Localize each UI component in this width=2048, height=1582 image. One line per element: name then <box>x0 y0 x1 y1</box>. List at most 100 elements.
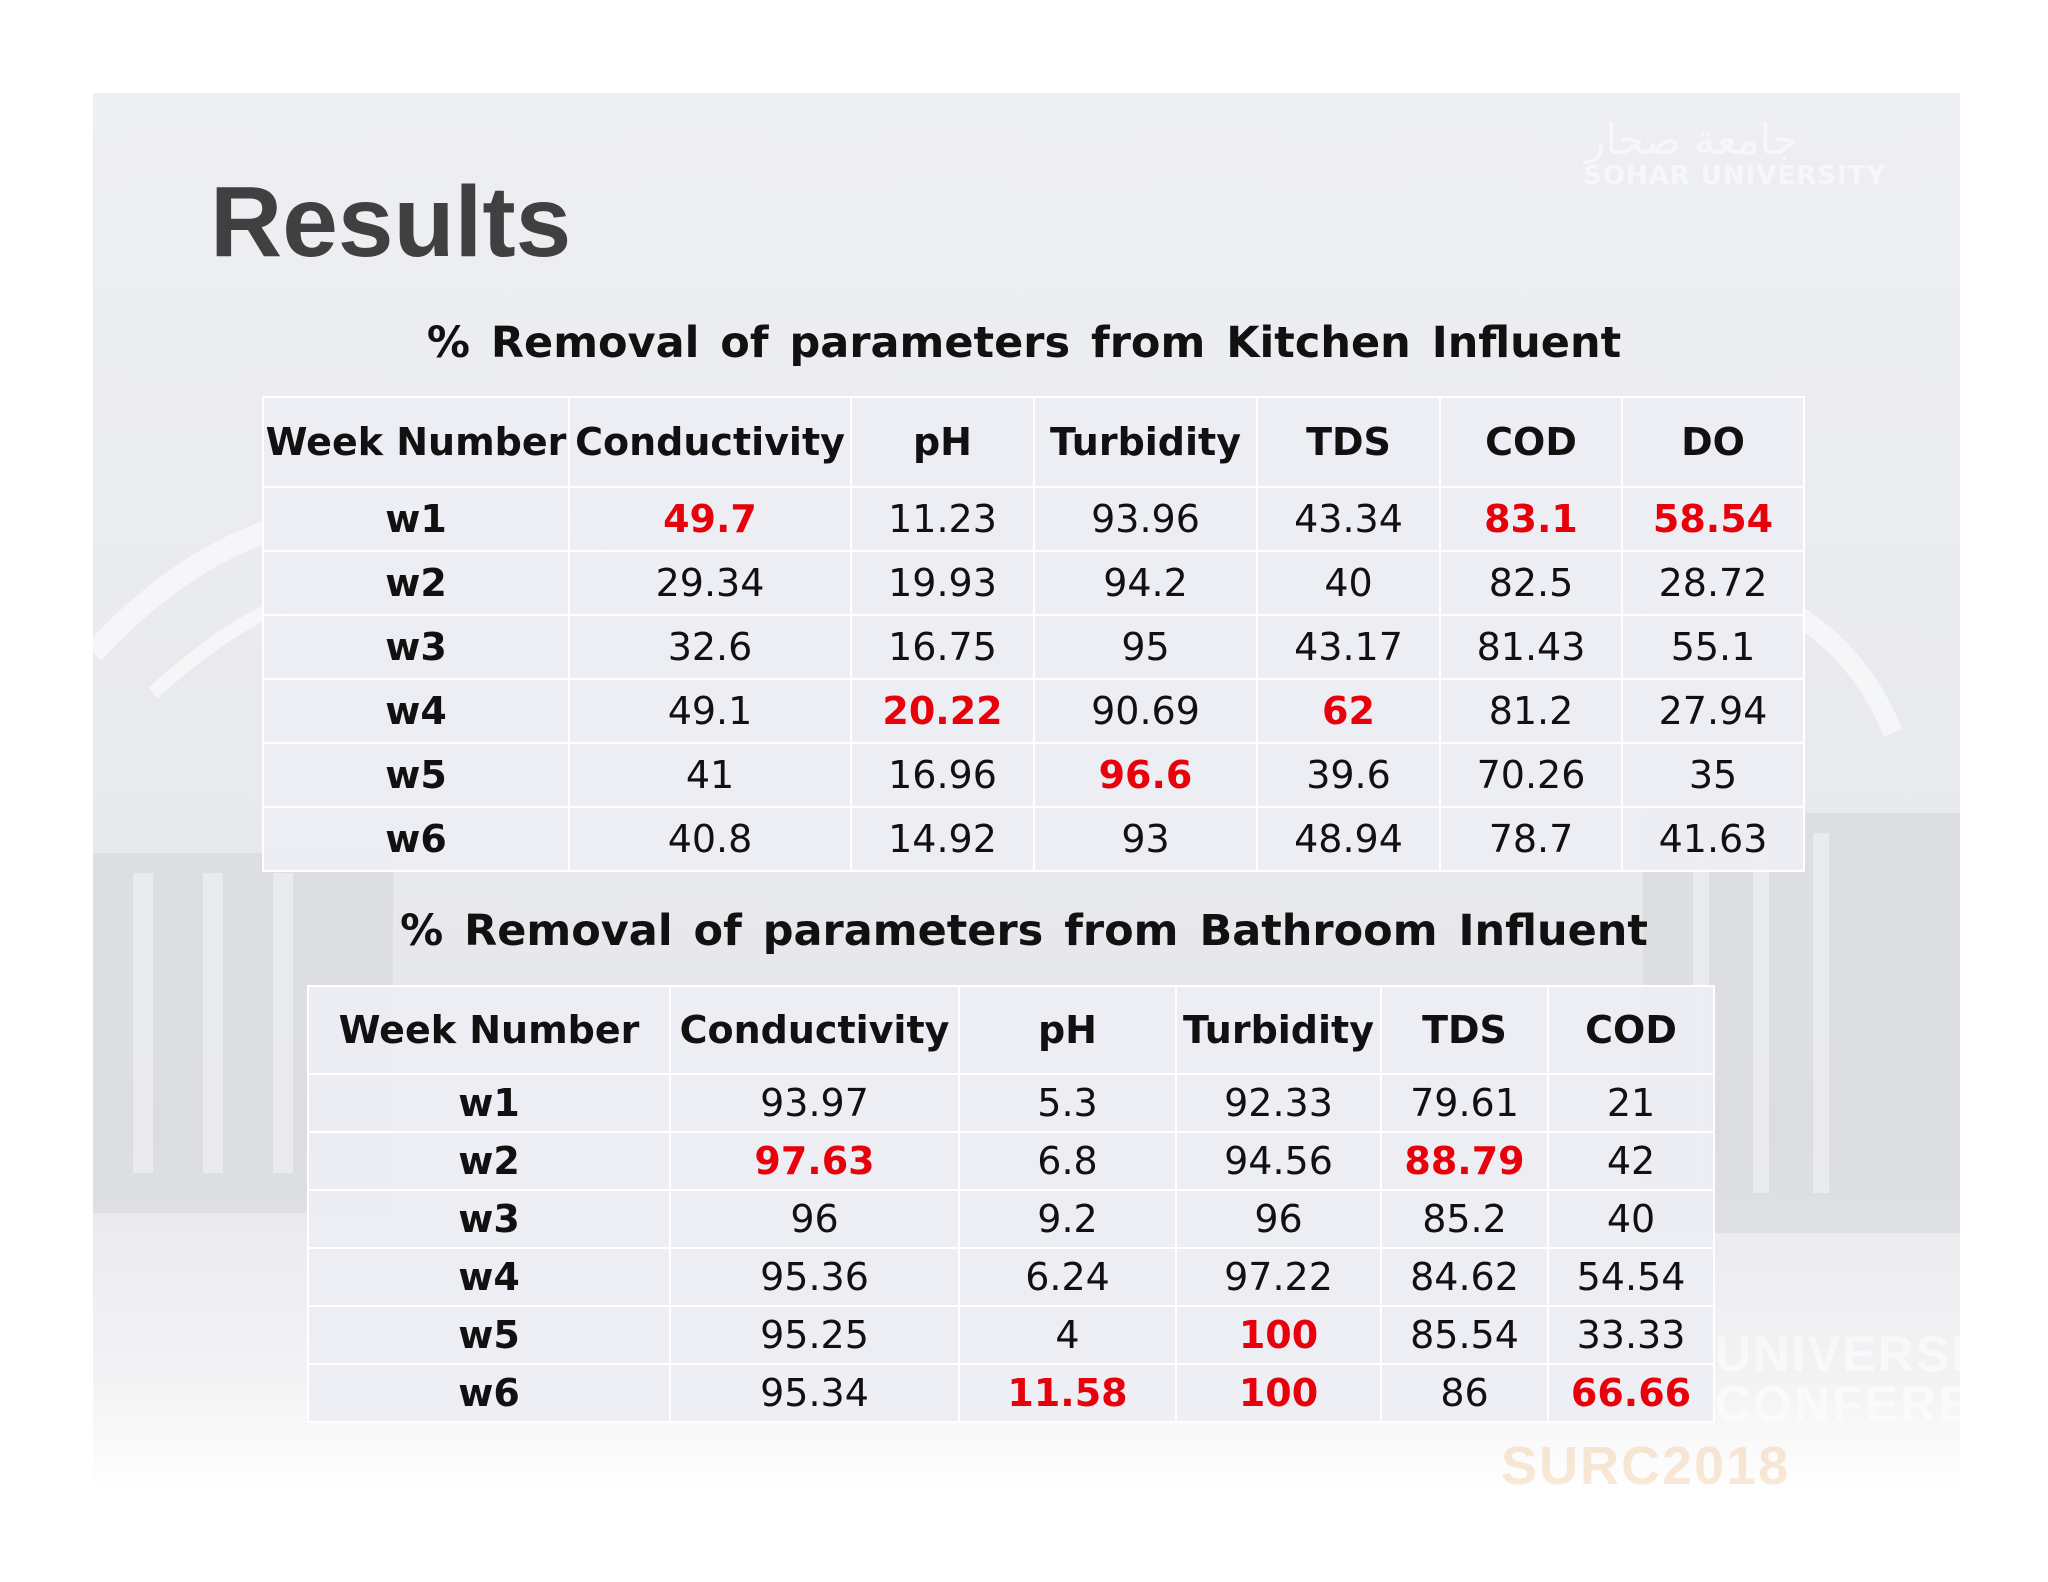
value-cell: 5.3 <box>958 1073 1177 1133</box>
value-cell: 97.63 <box>669 1131 960 1191</box>
week-label-cell: w3 <box>307 1189 671 1249</box>
column-header: Turbidity <box>1033 396 1258 488</box>
value-cell: 95.25 <box>669 1305 960 1365</box>
table-row: w6 40.8 14.92 93 48.94 78.7 41.63 <box>262 806 1805 872</box>
table-row: w2 29.34 19.93 94.2 40 82.5 28.72 <box>262 550 1805 616</box>
week-label-cell: w6 <box>307 1363 671 1423</box>
week-label-cell: w6 <box>262 806 570 872</box>
value-cell: 11.58 <box>958 1363 1177 1423</box>
watermark-conference: CONFERENCE <box>1715 1376 1960 1432</box>
value-cell: 92.33 <box>1175 1073 1382 1133</box>
value-cell: 100 <box>1175 1305 1382 1365</box>
value-cell: 95.36 <box>669 1247 960 1307</box>
value-cell: 78.7 <box>1439 806 1623 872</box>
value-cell: 97.22 <box>1175 1247 1382 1307</box>
value-cell: 49.7 <box>568 486 852 552</box>
column-header: Turbidity <box>1175 985 1382 1075</box>
university-logo-arabic: جامعة صحار <box>1585 115 1799 164</box>
table-row: w1 49.7 11.23 93.96 43.34 83.1 58.54 <box>262 486 1805 552</box>
table-header-row: Week Number Conductivity pH Turbidity TDS COD <box>307 985 1715 1075</box>
value-cell: 100 <box>1175 1363 1382 1423</box>
kitchen-removal-table: Week Number Conductivity pH Turbidity TDS COD… <box>262 396 1805 872</box>
value-cell: 16.75 <box>850 614 1035 680</box>
value-cell: 41 <box>568 742 852 808</box>
value-cell: 49.1 <box>568 678 852 744</box>
value-cell: 93 <box>1033 806 1258 872</box>
column-header: TDS <box>1380 985 1549 1075</box>
table-row: w6 95.34 11.58 100 86 66.66 <box>307 1363 1715 1423</box>
page-title: Results <box>210 166 572 278</box>
value-cell: 88.79 <box>1380 1131 1549 1191</box>
value-cell: 54.54 <box>1547 1247 1715 1307</box>
bathroom-table-caption: % Removal of parameters from Bathroom In… <box>400 906 1648 956</box>
column-header: COD <box>1439 396 1623 488</box>
value-cell: 81.43 <box>1439 614 1623 680</box>
week-label-cell: w2 <box>307 1131 671 1191</box>
week-label-cell: w3 <box>262 614 570 680</box>
value-cell: 40 <box>1256 550 1441 616</box>
table-header-row: Week Number Conductivity pH Turbidity TDS COD… <box>262 396 1805 488</box>
value-cell: 42 <box>1547 1131 1715 1191</box>
value-cell: 28.72 <box>1621 550 1805 616</box>
week-label-cell: w5 <box>307 1305 671 1365</box>
watermark-university: UNIVERSITY <box>1715 1326 1960 1382</box>
value-cell: 93.97 <box>669 1073 960 1133</box>
week-label-cell: w4 <box>307 1247 671 1307</box>
value-cell: 83.1 <box>1439 486 1623 552</box>
value-cell: 6.24 <box>958 1247 1177 1307</box>
column-header: TDS <box>1256 396 1441 488</box>
column-header: Week Number <box>262 396 570 488</box>
week-label-cell: w1 <box>307 1073 671 1133</box>
value-cell: 85.54 <box>1380 1305 1549 1365</box>
value-cell: 70.26 <box>1439 742 1623 808</box>
value-cell: 9.2 <box>958 1189 1177 1249</box>
table-row: w3 96 9.2 96 85.2 40 <box>307 1189 1715 1249</box>
university-logo-latin: SOHAR UNIVERSITY <box>1583 161 1887 191</box>
week-label-cell: w5 <box>262 742 570 808</box>
value-cell: 82.5 <box>1439 550 1623 616</box>
value-cell: 43.17 <box>1256 614 1441 680</box>
watermark-event: SURC2018 <box>1501 1436 1791 1494</box>
kitchen-table-caption: % Removal of parameters from Kitchen Inf… <box>426 318 1622 368</box>
value-cell: 29.34 <box>568 550 852 616</box>
value-cell: 35 <box>1621 742 1805 808</box>
value-cell: 58.54 <box>1621 486 1805 552</box>
table-row: w5 95.25 4 100 85.54 33.33 <box>307 1305 1715 1365</box>
value-cell: 41.63 <box>1621 806 1805 872</box>
column-header: COD <box>1547 985 1715 1075</box>
value-cell: 96 <box>1175 1189 1382 1249</box>
value-cell: 81.2 <box>1439 678 1623 744</box>
table-row: w2 97.63 6.8 94.56 88.79 42 <box>307 1131 1715 1191</box>
table-row: w3 32.6 16.75 95 43.17 81.43 55.1 <box>262 614 1805 680</box>
value-cell: 90.69 <box>1033 678 1258 744</box>
value-cell: 96.6 <box>1033 742 1258 808</box>
value-cell: 19.93 <box>850 550 1035 616</box>
column-header: Conductivity <box>568 396 852 488</box>
column-header: Conductivity <box>669 985 960 1075</box>
value-cell: 40 <box>1547 1189 1715 1249</box>
week-label-cell: w4 <box>262 678 570 744</box>
week-label-cell: w2 <box>262 550 570 616</box>
value-cell: 94.2 <box>1033 550 1258 616</box>
column-header: pH <box>958 985 1177 1075</box>
value-cell: 66.66 <box>1547 1363 1715 1423</box>
value-cell: 48.94 <box>1256 806 1441 872</box>
column-header: Week Number <box>307 985 671 1075</box>
table-row: w4 95.36 6.24 97.22 84.62 54.54 <box>307 1247 1715 1307</box>
value-cell: 20.22 <box>850 678 1035 744</box>
value-cell: 62 <box>1256 678 1441 744</box>
value-cell: 96 <box>669 1189 960 1249</box>
value-cell: 21 <box>1547 1073 1715 1133</box>
table-row: w4 49.1 20.22 90.69 62 81.2 27.94 <box>262 678 1805 744</box>
table-row: w5 41 16.96 96.6 39.6 70.26 35 <box>262 742 1805 808</box>
value-cell: 95 <box>1033 614 1258 680</box>
value-cell: 11.23 <box>850 486 1035 552</box>
value-cell: 55.1 <box>1621 614 1805 680</box>
value-cell: 39.6 <box>1256 742 1441 808</box>
column-header: pH <box>850 396 1035 488</box>
column-header: DO <box>1621 396 1805 488</box>
value-cell: 33.33 <box>1547 1305 1715 1365</box>
week-label-cell: w1 <box>262 486 570 552</box>
value-cell: 94.56 <box>1175 1131 1382 1191</box>
value-cell: 14.92 <box>850 806 1035 872</box>
